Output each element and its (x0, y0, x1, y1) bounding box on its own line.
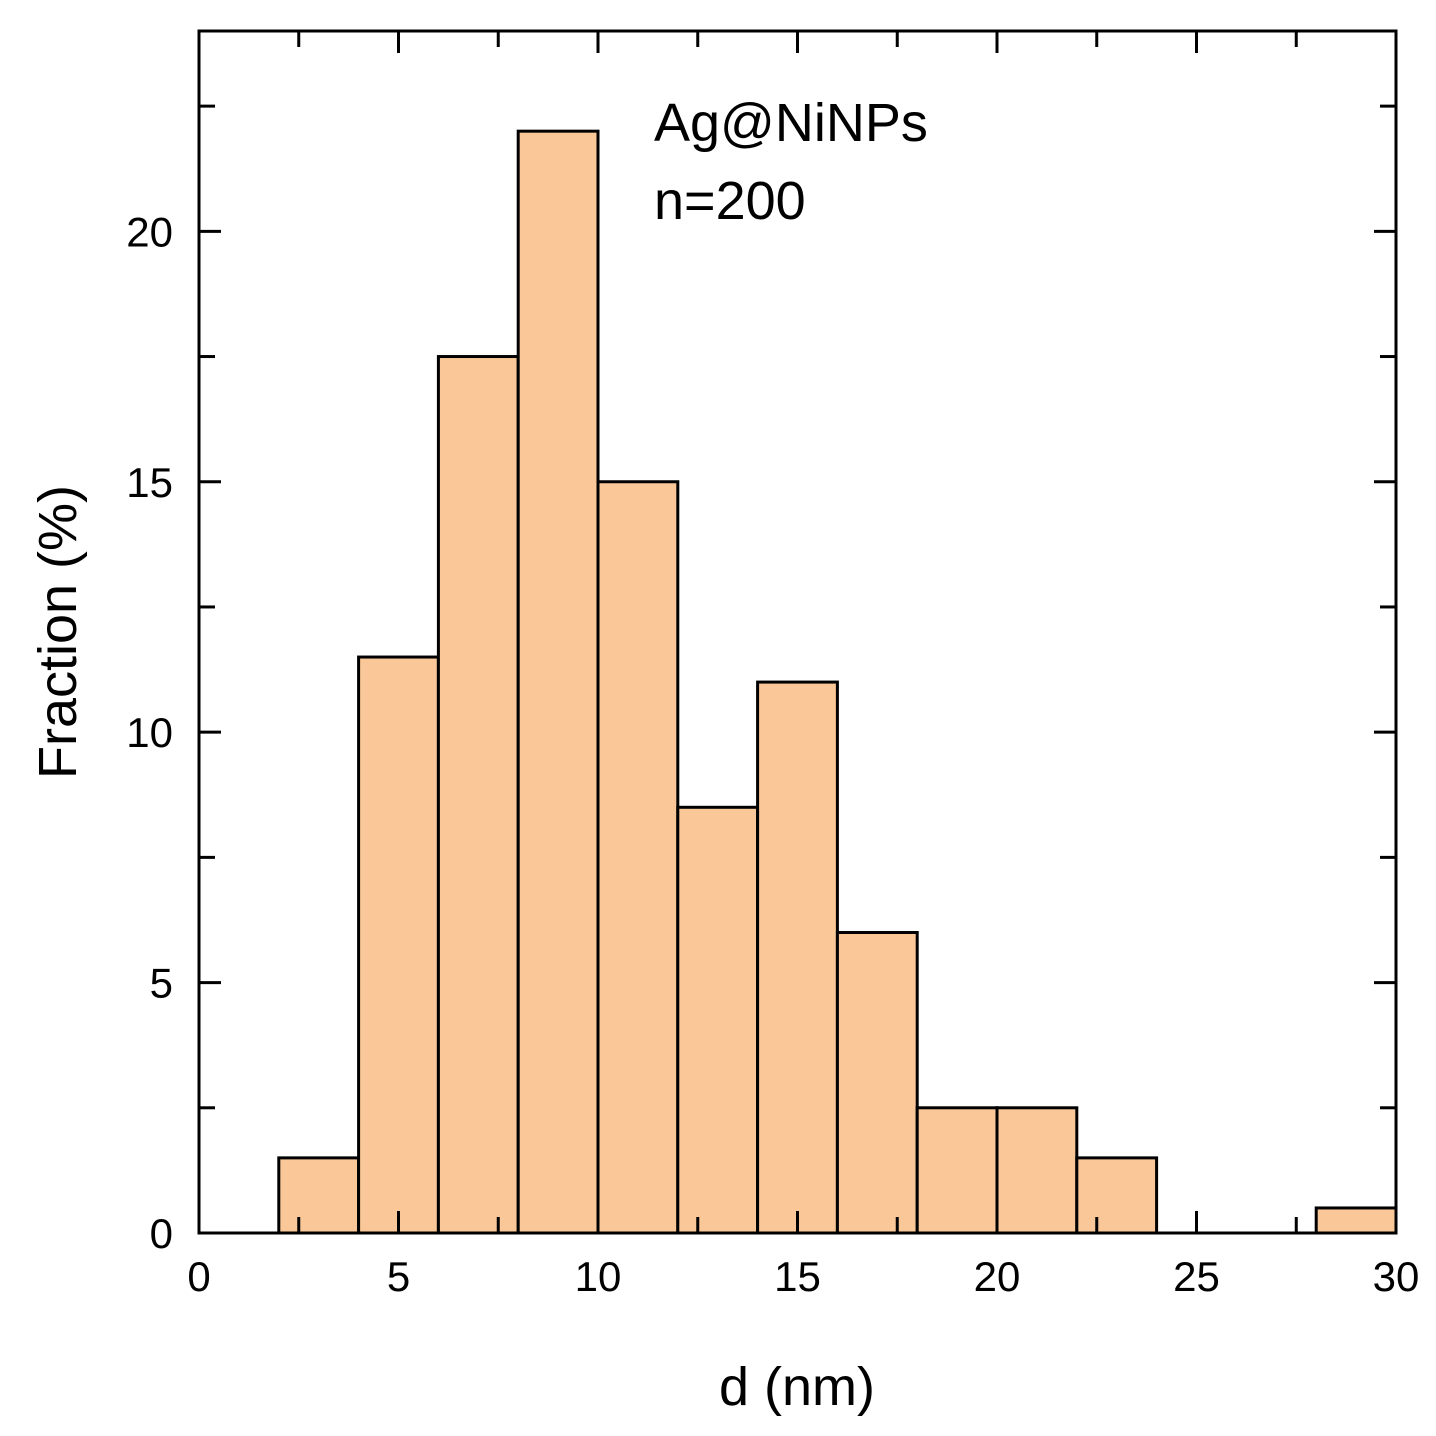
x-tick-label: 30 (1373, 1253, 1420, 1300)
tick-labels-group: 0 5 10 15 20 25 30 0 5 10 15 20 (126, 208, 1419, 1300)
bars-group (277, 129, 1398, 1235)
y-tick-label: 0 (150, 1210, 173, 1257)
x-tick-label: 5 (387, 1253, 410, 1300)
x-axis-title: d (nm) (719, 1357, 875, 1417)
annotation-sample-count: n=200 (654, 171, 806, 231)
histogram-bar-14-16 (756, 680, 839, 1235)
x-tick-label: 10 (575, 1253, 622, 1300)
plot-frame (197, 29, 1398, 1235)
histogram-bar-12-14 (676, 805, 760, 1235)
histogram-bar-6-8 (436, 355, 520, 1235)
x-tick-label: 25 (1173, 1253, 1220, 1300)
y-axis-title: Fraction (%) (28, 485, 88, 779)
annotation-sample-name: Ag@NiNPs (654, 93, 928, 153)
histogram-bar-16-18 (835, 931, 919, 1235)
x-tick-label: 15 (774, 1253, 821, 1300)
histogram-bar-22-24 (1075, 1156, 1159, 1235)
histogram-bar-2-4 (277, 1156, 361, 1235)
histogram-bar-20-22 (995, 1106, 1079, 1235)
histogram-bar-18-20 (915, 1106, 999, 1235)
y-tick-label: 15 (126, 459, 173, 506)
histogram-bar-4-6 (357, 655, 440, 1235)
x-tick-label: 0 (187, 1253, 210, 1300)
histogram-bar-8-10 (516, 129, 600, 1235)
x-tick-label: 20 (974, 1253, 1021, 1300)
y-tick-label: 20 (126, 208, 173, 255)
histogram-bar-28-30 (1314, 1206, 1398, 1235)
y-tick-label: 10 (126, 709, 173, 756)
y-tick-label: 5 (150, 960, 173, 1007)
histogram-bar-10-12 (596, 480, 680, 1235)
